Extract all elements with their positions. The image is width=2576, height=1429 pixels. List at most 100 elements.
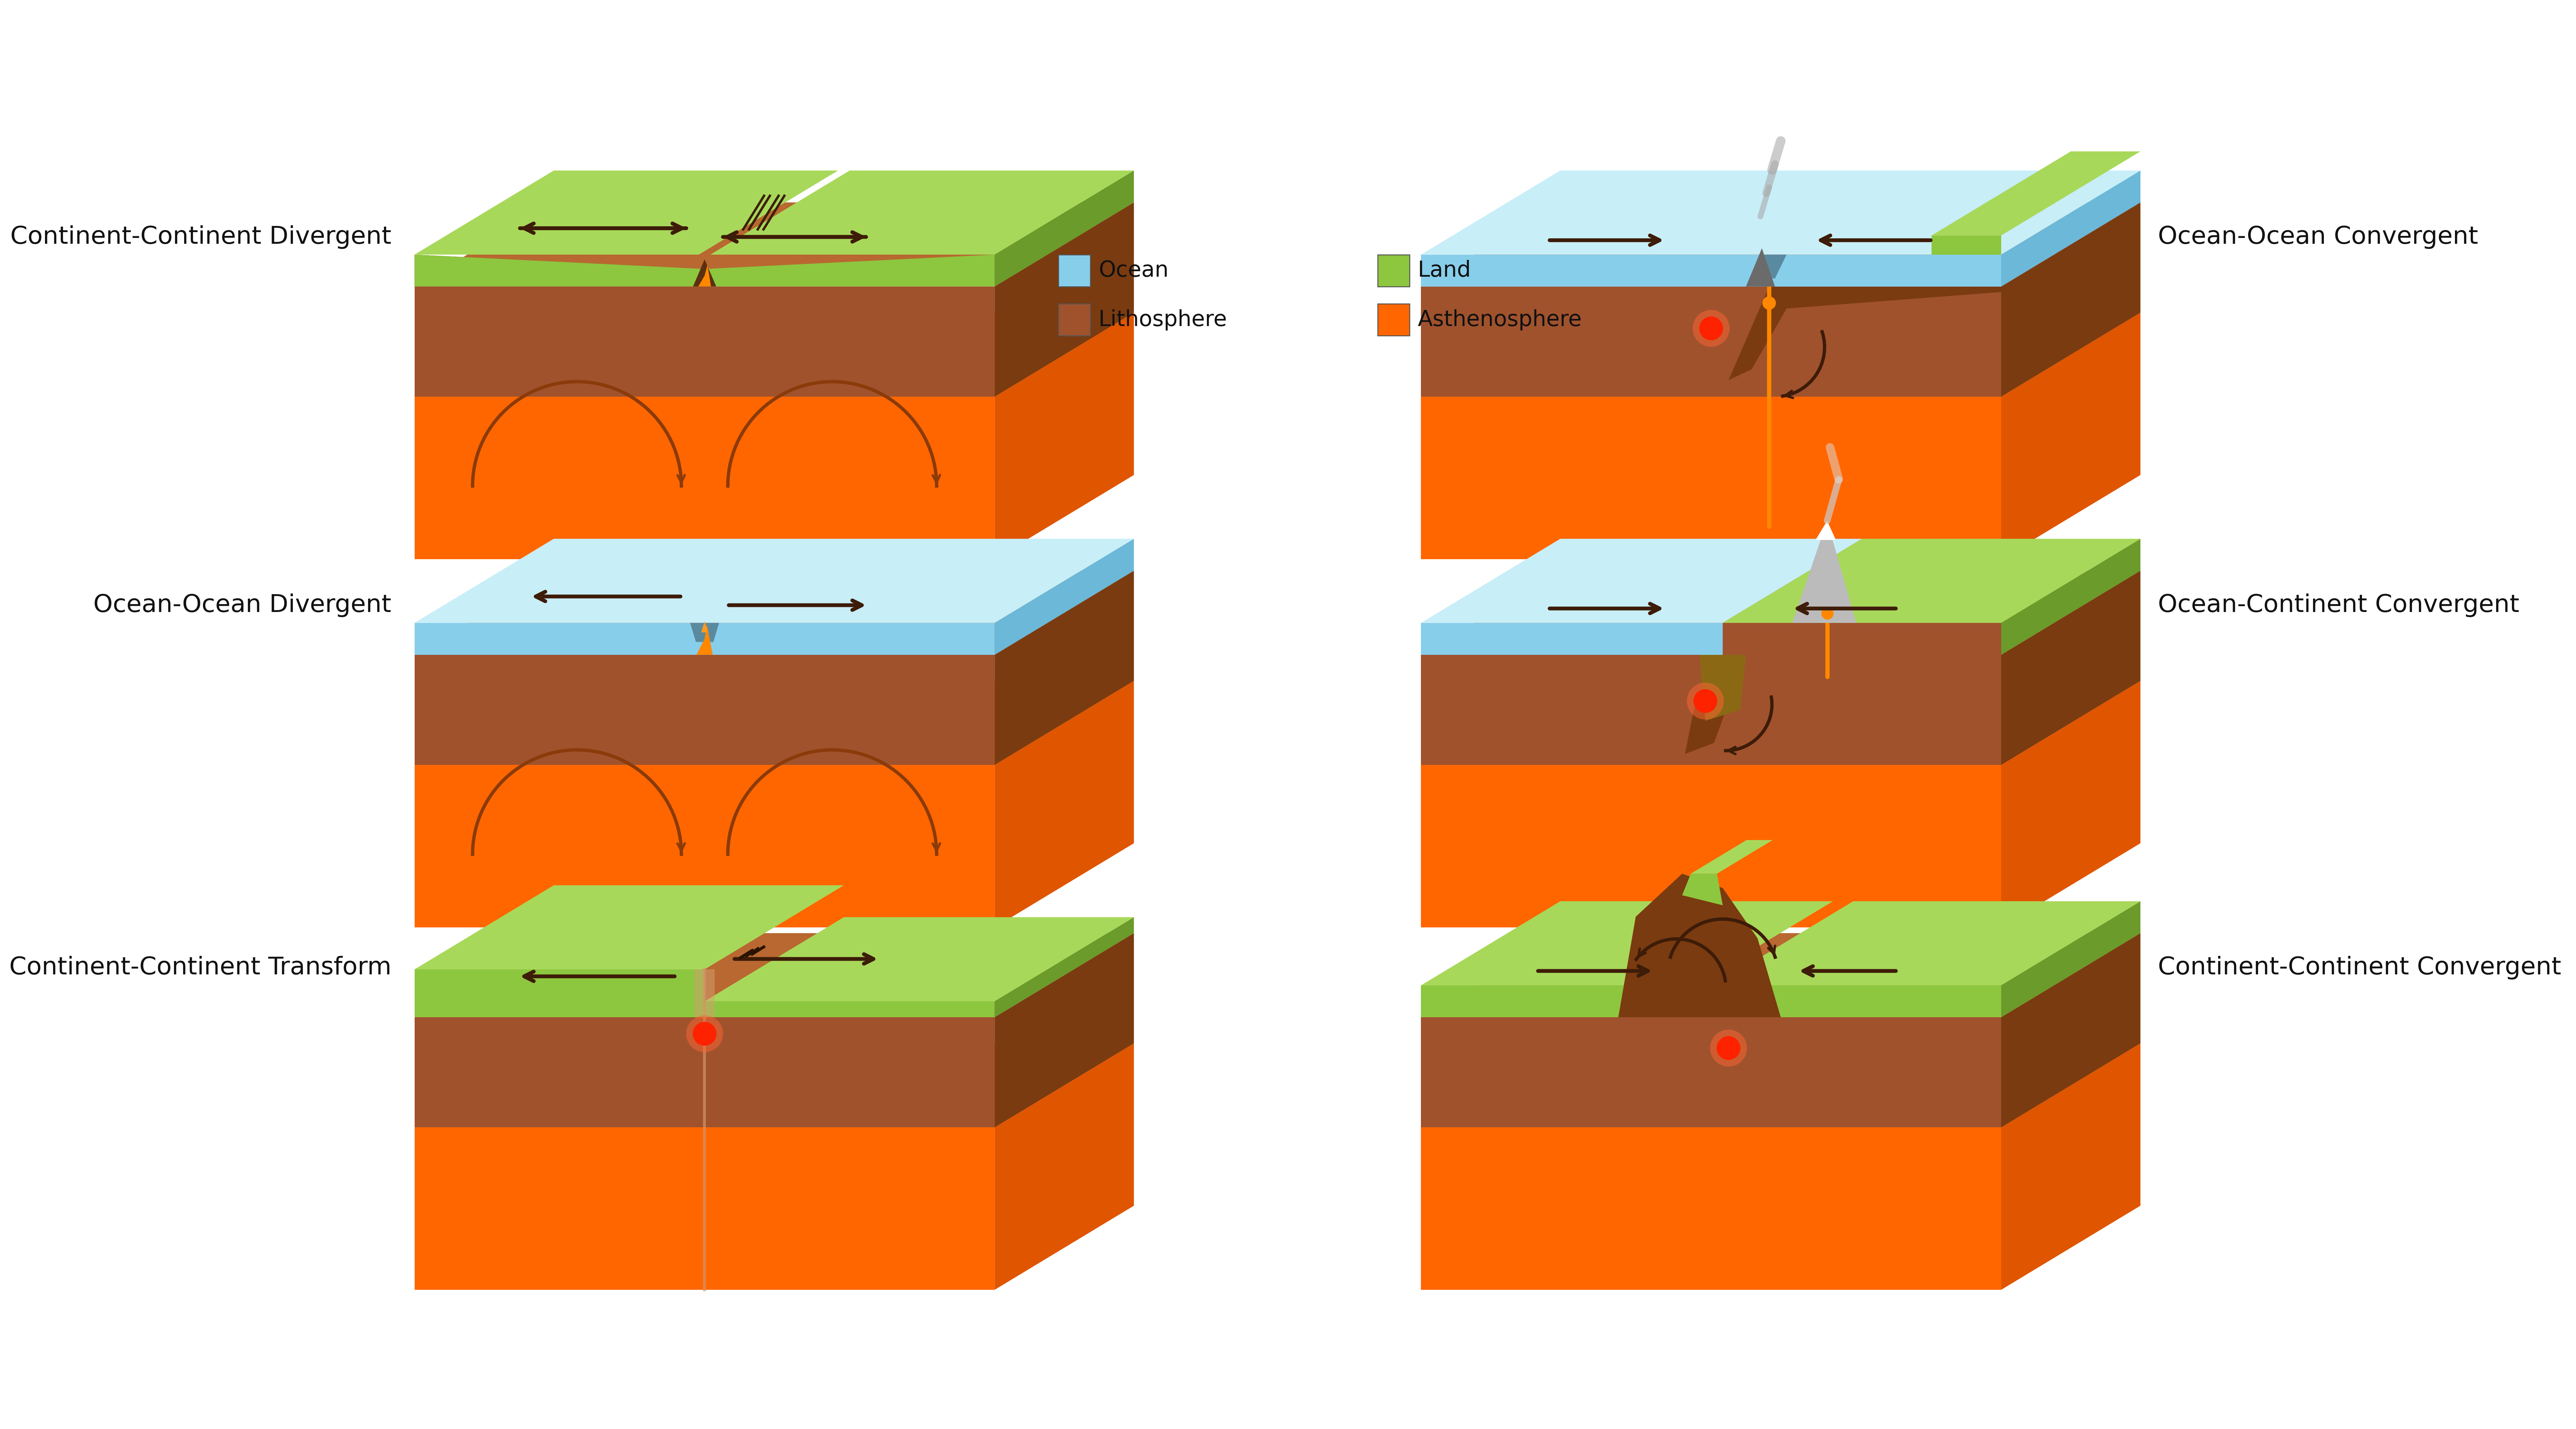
Polygon shape: [696, 969, 714, 1017]
Polygon shape: [1422, 539, 1862, 623]
Polygon shape: [1422, 623, 1723, 654]
Point: [1685, 690, 1726, 713]
Point: [1690, 317, 1731, 340]
Polygon shape: [690, 623, 719, 642]
Polygon shape: [1932, 236, 2002, 254]
Bar: [1378, 304, 1409, 336]
Polygon shape: [1618, 873, 1780, 1017]
Polygon shape: [1422, 1127, 2002, 1290]
Point: [1690, 317, 1731, 340]
Polygon shape: [1422, 680, 2141, 765]
Polygon shape: [1700, 654, 1747, 720]
Polygon shape: [415, 1127, 994, 1290]
Polygon shape: [1932, 151, 2141, 236]
Polygon shape: [2002, 1043, 2141, 1290]
Polygon shape: [994, 539, 1133, 654]
Polygon shape: [2002, 570, 2141, 765]
Polygon shape: [415, 933, 1133, 1017]
Polygon shape: [706, 254, 994, 286]
Polygon shape: [415, 397, 994, 559]
Polygon shape: [1422, 254, 2002, 286]
Polygon shape: [1422, 1017, 1728, 1050]
Polygon shape: [415, 765, 994, 927]
Polygon shape: [994, 1043, 1133, 1290]
Polygon shape: [1422, 203, 2141, 286]
Text: Ocean-Ocean Convergent: Ocean-Ocean Convergent: [2159, 226, 2478, 249]
Text: Continent-Continent Divergent: Continent-Continent Divergent: [10, 226, 392, 249]
Polygon shape: [994, 917, 1133, 1017]
Polygon shape: [2002, 680, 2141, 927]
Polygon shape: [994, 203, 1133, 397]
Polygon shape: [2002, 203, 2141, 397]
Polygon shape: [415, 254, 706, 286]
Polygon shape: [2002, 170, 2141, 286]
Polygon shape: [415, 886, 845, 969]
Polygon shape: [1422, 313, 2141, 397]
Polygon shape: [994, 570, 1133, 765]
Point: [1806, 602, 1847, 624]
Polygon shape: [415, 313, 1133, 397]
Text: Ocean-Continent Convergent: Ocean-Continent Convergent: [2159, 593, 2519, 617]
Point: [1708, 1036, 1749, 1059]
Polygon shape: [994, 680, 1133, 927]
Point: [1708, 1036, 1749, 1059]
Polygon shape: [1690, 840, 1772, 873]
Bar: [1059, 304, 1090, 336]
Polygon shape: [1713, 902, 2141, 986]
Polygon shape: [1705, 986, 2002, 1017]
Point: [1685, 690, 1726, 713]
Polygon shape: [706, 917, 1133, 1002]
Polygon shape: [1422, 933, 2141, 1017]
Polygon shape: [1728, 286, 2002, 380]
Text: Asthenosphere: Asthenosphere: [1417, 309, 1582, 330]
Bar: [1059, 254, 1090, 286]
Polygon shape: [415, 203, 1133, 286]
Polygon shape: [1422, 570, 2141, 654]
Bar: [1378, 254, 1409, 286]
Polygon shape: [415, 969, 706, 1017]
Polygon shape: [698, 264, 711, 286]
Polygon shape: [415, 654, 994, 765]
Polygon shape: [415, 680, 1133, 765]
Polygon shape: [1747, 249, 1775, 286]
Polygon shape: [2002, 902, 2141, 1017]
Polygon shape: [2002, 313, 2141, 559]
Polygon shape: [1816, 520, 1837, 540]
Polygon shape: [2002, 539, 2141, 654]
Polygon shape: [2002, 933, 2141, 1127]
Polygon shape: [415, 170, 837, 254]
Text: Ocean-Ocean Divergent: Ocean-Ocean Divergent: [93, 593, 392, 617]
Polygon shape: [1669, 973, 2002, 1017]
Polygon shape: [415, 1017, 994, 1127]
Polygon shape: [696, 624, 714, 654]
Polygon shape: [994, 170, 1133, 286]
Polygon shape: [1723, 539, 2141, 623]
Polygon shape: [1422, 1017, 2002, 1127]
Polygon shape: [415, 254, 706, 286]
Polygon shape: [1422, 397, 2002, 559]
Polygon shape: [415, 539, 1133, 623]
Polygon shape: [693, 260, 716, 286]
Polygon shape: [701, 622, 708, 633]
Polygon shape: [711, 170, 1133, 254]
Polygon shape: [1422, 765, 2002, 927]
Polygon shape: [706, 1002, 994, 1017]
Text: Lithosphere: Lithosphere: [1097, 309, 1226, 330]
Polygon shape: [1422, 654, 2002, 765]
Polygon shape: [415, 623, 994, 654]
Polygon shape: [415, 570, 1133, 654]
Polygon shape: [1685, 654, 1747, 755]
Polygon shape: [415, 1043, 1133, 1127]
Polygon shape: [994, 933, 1133, 1127]
Polygon shape: [1422, 1043, 2141, 1127]
Polygon shape: [1682, 873, 1723, 905]
Polygon shape: [1422, 170, 2141, 254]
Polygon shape: [1422, 986, 1710, 1017]
Text: Continent-Continent Convergent: Continent-Continent Convergent: [2159, 956, 2561, 979]
Polygon shape: [1422, 286, 2002, 397]
Point: [1749, 292, 1790, 314]
Text: Continent-Continent Transform: Continent-Continent Transform: [10, 956, 392, 979]
Text: Land: Land: [1417, 260, 1471, 282]
Polygon shape: [1422, 902, 1834, 986]
Point: [685, 1022, 726, 1045]
